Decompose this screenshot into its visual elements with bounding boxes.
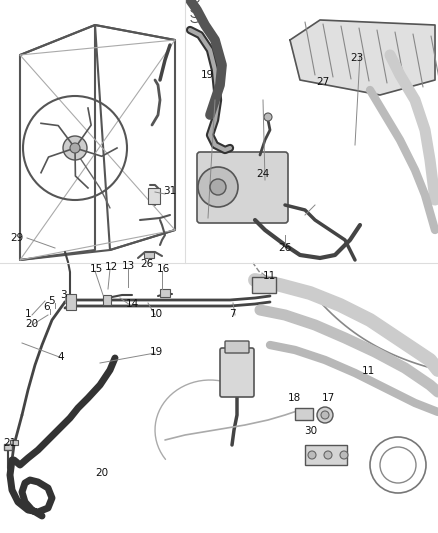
Text: 29: 29 [10,233,23,243]
Text: 18: 18 [288,393,301,403]
Text: 3: 3 [60,290,67,300]
Text: 15: 15 [90,264,103,274]
Bar [190,0,438,263]
Circle shape [198,167,238,207]
Text: 11: 11 [362,366,375,376]
FancyBboxPatch shape [252,277,276,293]
Bar [160,289,170,297]
Bar [0,0,185,263]
Text: 30: 30 [304,426,317,436]
Circle shape [210,179,226,195]
Text: 4: 4 [57,352,64,362]
Circle shape [308,451,316,459]
Bar [148,188,160,204]
Circle shape [70,143,80,153]
Circle shape [340,451,348,459]
Circle shape [321,411,329,419]
Text: 1: 1 [25,309,32,319]
FancyBboxPatch shape [225,341,249,353]
Bar [295,408,313,420]
Text: 31: 31 [163,186,176,196]
Text: 6: 6 [43,302,49,312]
Circle shape [264,113,272,121]
Text: 7: 7 [229,309,236,319]
Text: 19: 19 [150,347,163,357]
Text: 11: 11 [263,271,276,281]
Text: 27: 27 [316,77,329,87]
Bar [305,445,347,465]
Bar [144,252,154,258]
Text: 20: 20 [95,468,108,478]
Text: 12: 12 [105,262,118,272]
Text: 13: 13 [122,261,135,271]
Bar [0,263,438,533]
Bar [4,444,12,450]
Bar [10,440,18,445]
Text: 23: 23 [350,53,363,63]
Polygon shape [290,20,435,95]
Text: 14: 14 [126,299,139,309]
Text: 19: 19 [201,70,214,80]
Text: 20: 20 [25,319,38,329]
Text: 24: 24 [256,169,269,179]
Bar [66,294,76,310]
Text: 10: 10 [150,309,163,319]
FancyBboxPatch shape [197,152,288,223]
Circle shape [63,136,87,160]
Text: 26: 26 [278,243,291,253]
Text: 21: 21 [3,438,16,448]
Circle shape [317,407,333,423]
FancyBboxPatch shape [220,348,254,397]
Text: 26: 26 [140,259,153,269]
Text: 16: 16 [157,264,170,274]
Bar [103,295,111,305]
Circle shape [324,451,332,459]
Text: 5: 5 [48,296,55,306]
Text: 17: 17 [322,393,335,403]
